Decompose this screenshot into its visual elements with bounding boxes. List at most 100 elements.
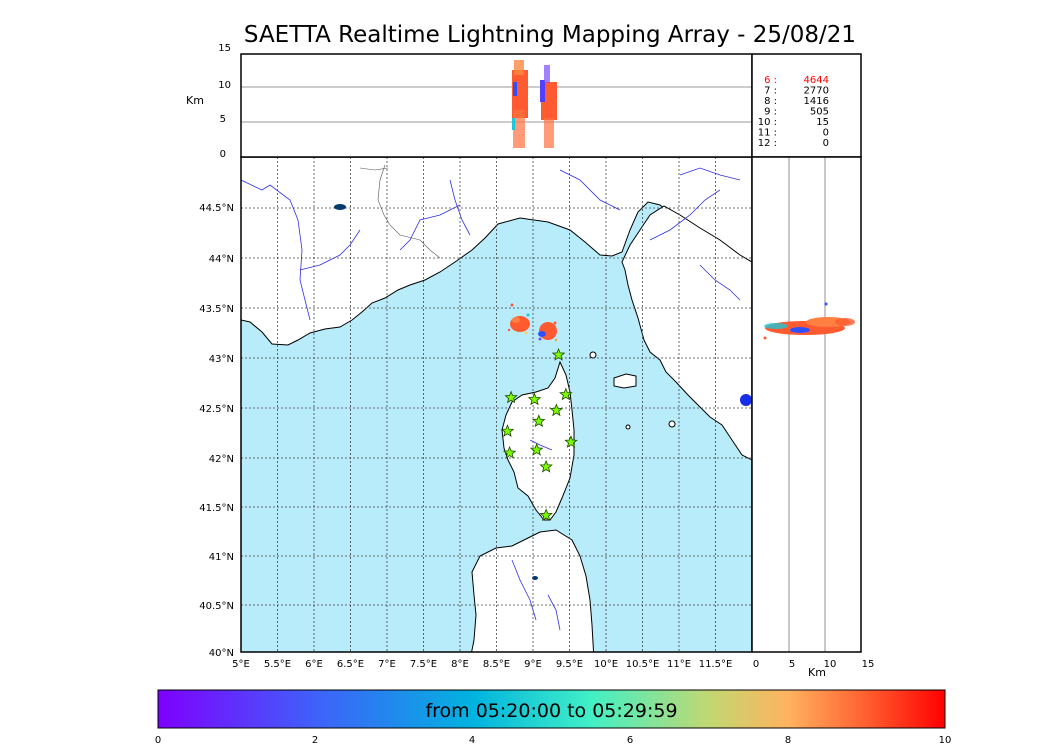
lon-tick: 11°E [667,659,691,670]
station-star-icon [504,390,518,404]
map-grid [241,157,752,652]
lat-tick: 44.5°N [199,203,234,214]
land-corsica [501,360,575,521]
lon-tick: 7.5°E [410,659,437,670]
counts-level: 8 : [764,96,777,107]
side-x-tick: 15 [862,659,875,670]
land-italy-peninsula [621,157,752,461]
colorbar-ticks: 0 2 4 6 8 10 [155,735,952,746]
counts-row: 10 : 15 [758,117,829,128]
lat-tick: 41.5°N [199,503,234,514]
counts-value: 505 [810,107,829,118]
longitude-ticks: 5°E 5.5°E 6°E 6.5°E 7°E 7.5°E 8°E 8.5°E … [232,659,732,670]
side-trace [763,302,855,340]
land-islet [625,424,631,430]
lon-tick: 6.5°E [337,659,364,670]
land-elba [613,373,637,389]
side-x-tick: 0 [753,659,759,670]
counts-value: 4644 [804,75,829,86]
altitude-ticks: 15 10 5 0 [218,43,231,160]
lat-tick: 42°N [209,454,234,465]
counts-value: 0 [823,138,829,149]
counts-level: 7 : [764,86,777,97]
counts-value: 0 [823,128,829,139]
side-x-tick: 10 [824,659,837,670]
altitude-panel [240,53,753,158]
latitude-ticks: 44.5°N 44°N 43.5°N 43°N 42.5°N 42°N 41.5… [199,203,234,659]
land-islet [668,420,676,428]
colorbar-tick: 2 [312,735,318,746]
station-star-icon [564,435,578,448]
lon-tick: 7°E [378,659,396,670]
counts-row: 9 : 505 [764,107,829,118]
lightning-cluster-east [538,321,558,342]
lon-tick: 6°E [305,659,323,670]
station-star-icon [549,403,564,417]
altitude-tick: 0 [220,149,226,160]
map-panel [241,157,752,652]
lon-tick: 5°E [232,659,250,670]
lat-tick: 41°N [209,552,234,563]
lon-tick: 8.5°E [483,659,510,670]
lat-tick: 42.5°N [199,404,234,415]
rivers [241,167,741,631]
colorbar [157,689,946,729]
altitude-unit-label: Km [186,94,204,107]
lat-tick: 44°N [209,254,234,265]
station-star-icon [539,459,553,473]
counts-level: 9 : [764,107,777,118]
counts-level: 10 : [758,117,777,128]
counts-value: 15 [816,117,829,128]
counts-row: 7 : 2770 [764,86,829,97]
side-x-tick: 5 [789,659,795,670]
counts-value: 1416 [804,96,829,107]
lon-tick: 9.5°E [556,659,583,670]
chart-title: SAETTA Realtime Lightning Mapping Array … [243,22,857,48]
lon-tick: 10°E [594,659,618,670]
altitude-tick: 15 [218,43,231,54]
station-star-icon [502,445,517,459]
counts-level: 11 : [758,128,777,139]
side-altitude-panel [751,156,862,653]
lightning-edge-cluster [740,394,752,406]
counts-row: 11 : 0 [758,128,829,139]
station-markers [500,347,578,522]
land-sardinia [471,529,595,652]
counts-level: 12 : [758,138,777,149]
lat-tick: 40°N [209,648,234,659]
station-star-icon [539,508,553,522]
station-star-icon [500,424,515,438]
lightning-cluster-west [507,303,530,335]
borders [359,164,441,259]
station-star-icon [529,442,544,456]
station-star-icon [559,387,573,401]
lat-tick: 43.5°N [199,304,234,315]
lake [334,204,346,210]
colorbar-label: from 05:20:00 to 05:29:59 [425,700,678,722]
lat-tick: 40.5°N [199,601,234,612]
altitude-tick: 10 [218,80,231,91]
lon-tick: 10.5°E [626,659,660,670]
altitude-trace-east [540,65,557,148]
altitude-trace-west [512,60,528,148]
side-x-ticks: 0 5 10 15 [753,659,875,670]
counts-row: 12 : 0 [758,138,829,149]
counts-row: 6 : 4644 [764,75,829,86]
station-star-icon [532,414,546,428]
counts-level: 6 : [764,75,777,86]
lon-tick: 8°E [451,659,469,670]
colorbar-tick: 4 [469,735,475,746]
station-star-icon [527,392,542,406]
lake [532,576,538,580]
side-x-label: Km [808,666,826,679]
counts-value: 2770 [804,86,829,97]
counts-row: 8 : 1416 [764,96,829,107]
colorbar-tick: 8 [785,735,791,746]
colorbar-tick: 10 [939,735,952,746]
colorbar-tick: 0 [155,735,161,746]
lon-tick: 5.5°E [264,659,291,670]
counts-panel [751,53,862,158]
colorbar-tick: 6 [627,735,633,746]
lon-tick: 9°E [524,659,542,670]
